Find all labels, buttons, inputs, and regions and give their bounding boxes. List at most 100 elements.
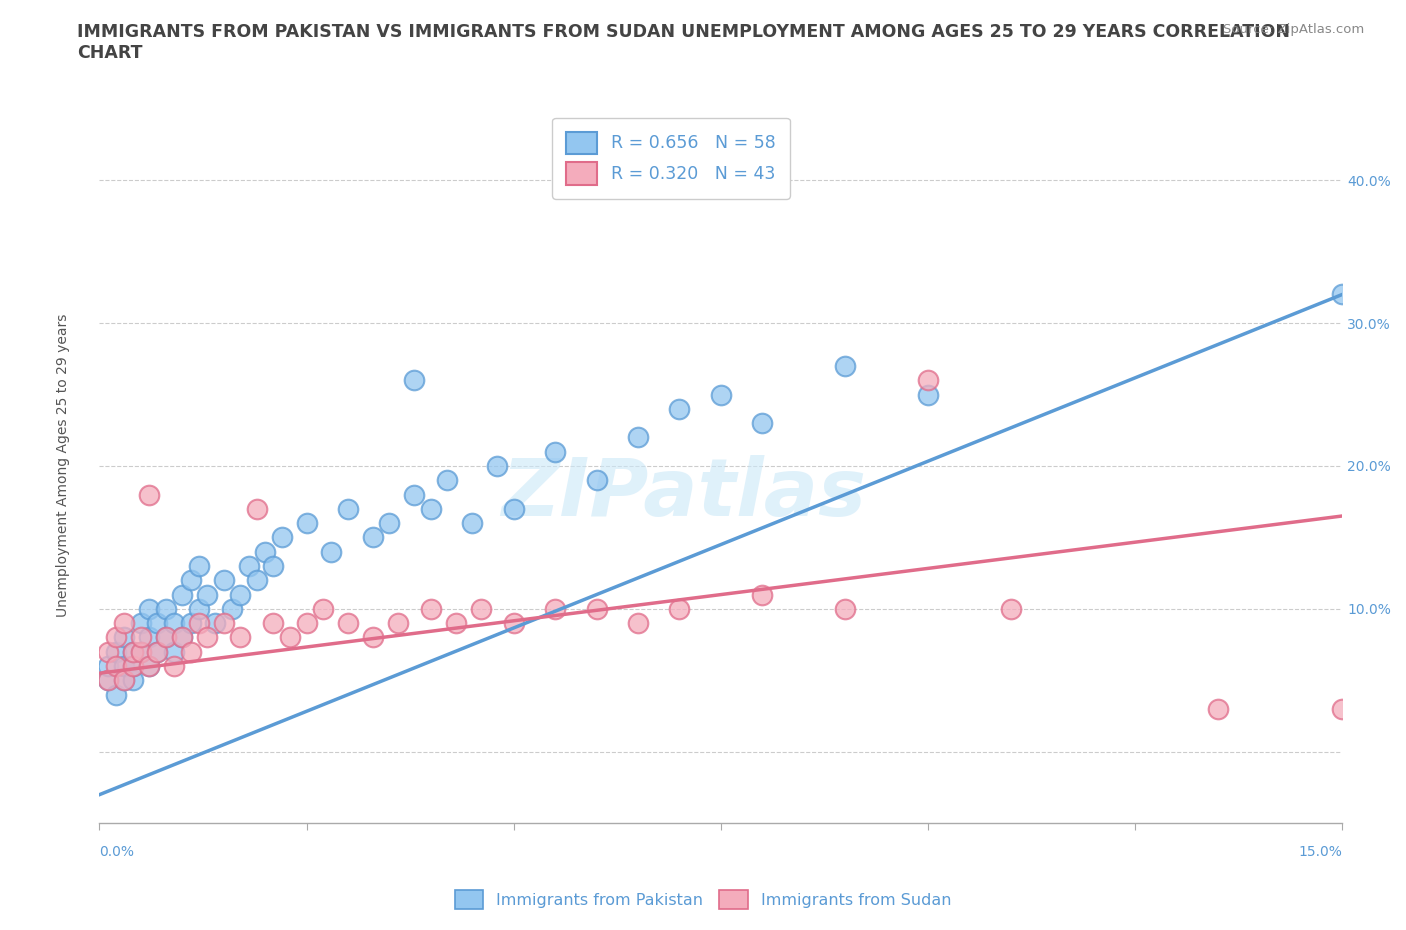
Point <box>278 630 301 644</box>
Point <box>138 602 160 617</box>
Point <box>361 530 384 545</box>
Point <box>138 630 160 644</box>
Point <box>146 616 169 631</box>
Point <box>97 673 120 688</box>
Point <box>104 658 127 673</box>
Point <box>163 644 186 659</box>
Point <box>172 630 194 644</box>
Point <box>138 658 160 673</box>
Point <box>221 602 243 617</box>
Point <box>246 501 269 516</box>
Point <box>1206 701 1229 716</box>
Point <box>336 616 359 631</box>
Point <box>1000 602 1022 617</box>
Point <box>163 658 186 673</box>
Point <box>229 630 252 644</box>
Point <box>246 573 269 588</box>
Point <box>710 387 733 402</box>
Point <box>138 658 160 673</box>
Point <box>97 658 120 673</box>
Point <box>834 358 856 373</box>
Point <box>121 658 143 673</box>
Point <box>146 644 169 659</box>
Point <box>112 673 135 688</box>
Point <box>163 616 186 631</box>
Point <box>312 602 335 617</box>
Point <box>195 587 218 602</box>
Point <box>444 616 467 631</box>
Point <box>155 602 177 617</box>
Point <box>129 644 152 659</box>
Point <box>404 373 426 388</box>
Point <box>1331 701 1354 716</box>
Point <box>834 602 856 617</box>
Point <box>155 630 177 644</box>
Point <box>187 602 209 617</box>
Point <box>295 616 318 631</box>
Point <box>179 616 201 631</box>
Text: 0.0%: 0.0% <box>100 844 135 858</box>
Point <box>668 402 690 417</box>
Point <box>112 673 135 688</box>
Point <box>751 416 773 431</box>
Point <box>361 630 384 644</box>
Point <box>544 602 567 617</box>
Point <box>270 530 292 545</box>
Point <box>121 644 143 659</box>
Point <box>336 501 359 516</box>
Point <box>129 630 152 644</box>
Point <box>121 644 143 659</box>
Text: Source: ZipAtlas.com: Source: ZipAtlas.com <box>1223 23 1364 36</box>
Point <box>129 616 152 631</box>
Point <box>172 587 194 602</box>
Point <box>104 687 127 702</box>
Point <box>585 472 607 487</box>
Point <box>238 559 260 574</box>
Point <box>187 616 209 631</box>
Point <box>627 430 650 445</box>
Point <box>262 616 284 631</box>
Point <box>1331 287 1354 302</box>
Point <box>668 602 690 617</box>
Text: ZIPatlas: ZIPatlas <box>501 455 866 533</box>
Point <box>129 644 152 659</box>
Point <box>212 616 235 631</box>
Point <box>404 487 426 502</box>
Point <box>585 602 607 617</box>
Point <box>295 516 318 531</box>
Point <box>502 501 524 516</box>
Point <box>204 616 226 631</box>
Point <box>387 616 409 631</box>
Point <box>138 487 160 502</box>
Point <box>104 644 127 659</box>
Text: IMMIGRANTS FROM PAKISTAN VS IMMIGRANTS FROM SUDAN UNEMPLOYMENT AMONG AGES 25 TO : IMMIGRANTS FROM PAKISTAN VS IMMIGRANTS F… <box>77 23 1291 62</box>
Point <box>321 544 343 559</box>
Point <box>187 559 209 574</box>
Point <box>179 573 201 588</box>
Point <box>470 602 492 617</box>
Text: 15.0%: 15.0% <box>1298 844 1343 858</box>
Point <box>155 630 177 644</box>
Point <box>104 630 127 644</box>
Point <box>461 516 484 531</box>
Point <box>627 616 650 631</box>
Point <box>112 616 135 631</box>
Text: Unemployment Among Ages 25 to 29 years: Unemployment Among Ages 25 to 29 years <box>56 313 70 617</box>
Point <box>262 559 284 574</box>
Point <box>502 616 524 631</box>
Point <box>254 544 277 559</box>
Point <box>112 658 135 673</box>
Point <box>419 501 441 516</box>
Point <box>486 458 509 473</box>
Point <box>121 673 143 688</box>
Legend: Immigrants from Pakistan, Immigrants from Sudan: Immigrants from Pakistan, Immigrants fro… <box>447 882 959 917</box>
Point <box>751 587 773 602</box>
Point <box>436 472 458 487</box>
Point <box>97 644 120 659</box>
Point <box>229 587 252 602</box>
Point <box>917 373 939 388</box>
Point <box>112 630 135 644</box>
Point <box>121 658 143 673</box>
Point <box>419 602 441 617</box>
Point <box>212 573 235 588</box>
